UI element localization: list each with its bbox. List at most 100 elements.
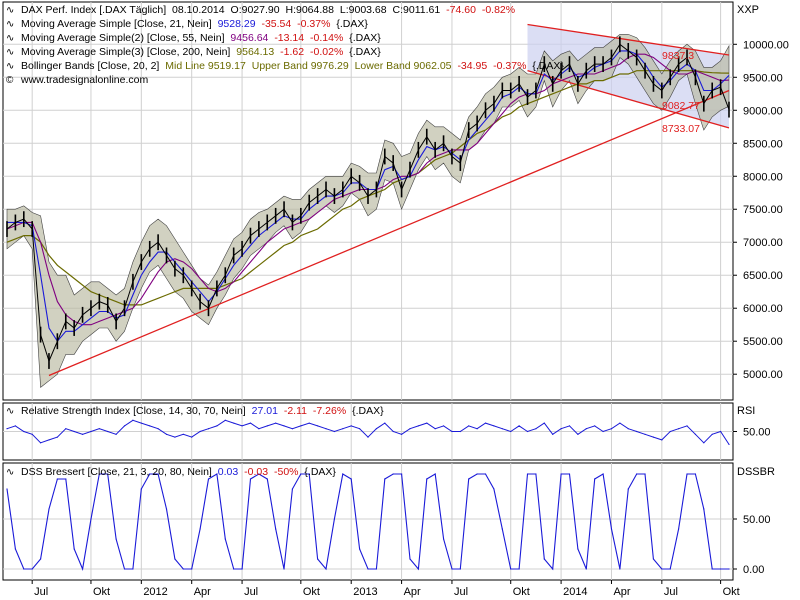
- dss-point: [300, 473, 302, 475]
- rsi-point: [65, 428, 67, 430]
- rsi-point: [249, 422, 252, 424]
- rsi-point: [359, 428, 361, 430]
- dss-point: [157, 473, 159, 475]
- legend-bb-name: Bollinger Bands [Close, 20, 2]: [21, 60, 160, 72]
- dss-point: [291, 488, 294, 490]
- rsi-point: [585, 428, 587, 430]
- legend-ma2: ∿ Moving Average Simple(2) [Close, 55, Ne…: [6, 32, 381, 45]
- legend-price-change-pct: -0.82%: [481, 4, 516, 16]
- dss-point: [644, 473, 646, 475]
- dss-point: [669, 568, 671, 570]
- dss-point: [636, 473, 638, 475]
- rsi-point: [241, 425, 243, 427]
- rsi-point: [300, 425, 302, 427]
- rsi-point: [543, 422, 545, 424]
- x-tick-label: Apr: [404, 586, 421, 598]
- dss-point: [720, 568, 722, 570]
- rsi-point: [317, 425, 319, 427]
- rsi-point: [644, 433, 646, 435]
- legend-ma3-name: Moving Average Simple(3) [Close, 200, Ne…: [21, 46, 231, 58]
- dss-point: [275, 528, 277, 530]
- rsi-point: [619, 422, 621, 424]
- x-tick-label: Jul: [34, 586, 48, 598]
- legend-ma2-src: {.DAX}: [349, 32, 381, 44]
- rsi-point: [552, 433, 554, 435]
- dss-point: [610, 528, 613, 530]
- rsi-point: [577, 433, 579, 435]
- legend-price-open: O:9027.90: [230, 4, 280, 16]
- y-tick-label-price: 6500.00: [743, 270, 783, 282]
- y-tick-label-rsi: 50.00: [743, 427, 771, 439]
- dss-point: [493, 488, 495, 490]
- rsi-point: [308, 422, 310, 424]
- dss-point: [602, 473, 604, 475]
- rsi-point: [451, 430, 453, 433]
- legend-price-change: -74.60: [446, 4, 476, 16]
- line-icon: ∿: [6, 467, 15, 478]
- legend-rsi-change: -2.11: [283, 405, 307, 417]
- rsi-point: [325, 428, 327, 430]
- dss-point: [627, 488, 629, 490]
- rsi-point: [484, 422, 487, 424]
- legend-dss-name: DSS Bressert [Close, 21, 3, 20, 80, Nein…: [21, 466, 212, 478]
- dss-point: [619, 568, 621, 570]
- legend-price: ∿ DAX Perf. Index [.DAX Täglich] 08.10.20…: [6, 4, 515, 17]
- dss-point: [703, 508, 705, 510]
- dss-point: [308, 473, 310, 475]
- panel-frame-price: [2, 1, 734, 401]
- rsi-point: [182, 433, 184, 435]
- x-tick-label: Jul: [244, 586, 258, 598]
- x-tick-label: Jul: [664, 586, 678, 598]
- dss-point: [283, 568, 285, 570]
- legend-ma1-name: Moving Average Simple [Close, 21, Nein]: [21, 18, 212, 30]
- dss-point: [442, 538, 445, 540]
- rsi-point: [165, 433, 168, 435]
- dss-point: [317, 558, 319, 560]
- rsi-point: [283, 425, 285, 427]
- rsi-point: [81, 433, 84, 435]
- dss-point: [392, 473, 394, 475]
- dss-point: [224, 538, 226, 540]
- rsi-point: [652, 436, 655, 438]
- rsi-point: [115, 433, 117, 435]
- dss-point: [165, 508, 168, 510]
- axes: Jul Okt 2012 Apr Jul Okt 2013 Apr Jul Okt 2014 Apr J…: [31, 39, 789, 598]
- dss-point: [191, 568, 193, 570]
- dss-point: [426, 478, 428, 480]
- legend-ma3-change-pct: -0.02%: [310, 46, 344, 58]
- axis-tag-dss: DSSBR: [737, 466, 775, 478]
- legend-source: © www.tradesignalonline.com: [6, 74, 148, 87]
- legend-ma2-change: -13.14: [274, 32, 305, 44]
- legend-bb-change: -34.95: [457, 60, 488, 72]
- rsi-point: [669, 430, 671, 433]
- rsi-point: [207, 428, 210, 430]
- y-tick-label-dss: 50.00: [743, 514, 771, 526]
- rsi-point: [384, 422, 386, 424]
- legend-price-low: L:9003.68: [339, 4, 387, 16]
- dss-point: [23, 568, 25, 570]
- rsi-point: [375, 428, 377, 430]
- dss-point: [434, 473, 436, 475]
- rsi-point: [678, 428, 680, 430]
- y-tick-label-price: 5000.00: [743, 369, 783, 381]
- x-tick-label: Jul: [454, 586, 468, 598]
- legend-bb-change-pct: -0.37%: [493, 60, 527, 72]
- rsi-point: [132, 419, 134, 421]
- dss-point: [266, 478, 268, 480]
- dss-point: [233, 568, 235, 570]
- legend-rsi-src: {.DAX}: [352, 405, 384, 417]
- dss-point: [350, 478, 352, 480]
- legend-dss-value: 0.03: [217, 466, 239, 478]
- line-icon: ∿: [6, 61, 15, 72]
- rsi-point: [426, 422, 428, 424]
- rsi-point: [291, 428, 294, 430]
- rsi-point: [233, 422, 235, 424]
- dss-point: [107, 473, 109, 475]
- axis-tag-price: XXP: [737, 4, 760, 16]
- value-label: 8733.07: [662, 123, 700, 135]
- rsi-point: [442, 425, 445, 427]
- rsi-point: [350, 425, 352, 427]
- line-icon: ∿: [6, 406, 15, 417]
- y-tick-label-dss: 0.00: [743, 564, 764, 576]
